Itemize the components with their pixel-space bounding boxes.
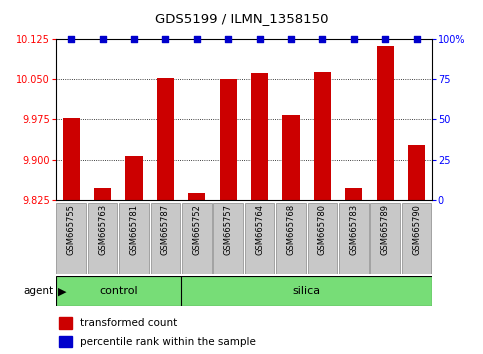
Text: transformed count: transformed count (80, 318, 177, 328)
Point (350, 36, 357, 42)
Text: GSM665768: GSM665768 (286, 204, 296, 255)
Point (412, 36, 420, 42)
Point (287, 36, 295, 42)
FancyBboxPatch shape (245, 202, 274, 274)
Bar (283, 115, 299, 200)
Point (99, 36, 107, 42)
Text: GSM665763: GSM665763 (98, 204, 107, 255)
Point (319, 36, 327, 42)
Text: GSM665752: GSM665752 (192, 204, 201, 255)
Bar (188, 193, 205, 200)
Bar (63, 118, 80, 200)
Text: control: control (99, 286, 138, 296)
Text: GSM665787: GSM665787 (161, 204, 170, 255)
FancyBboxPatch shape (56, 276, 432, 306)
Text: GSM665780: GSM665780 (318, 204, 327, 255)
Bar (59, 336, 72, 347)
Text: ▶: ▶ (58, 286, 67, 296)
Bar (220, 79, 237, 200)
FancyBboxPatch shape (370, 202, 400, 274)
Text: percentile rank within the sample: percentile rank within the sample (80, 337, 256, 347)
Point (193, 36, 201, 42)
FancyBboxPatch shape (213, 202, 243, 274)
Text: GSM665790: GSM665790 (412, 204, 421, 255)
FancyBboxPatch shape (339, 202, 369, 274)
Text: GSM665764: GSM665764 (255, 204, 264, 255)
FancyBboxPatch shape (88, 202, 117, 274)
Bar (314, 72, 331, 200)
Point (224, 36, 232, 42)
FancyBboxPatch shape (402, 202, 431, 274)
Text: GDS5199 / ILMN_1358150: GDS5199 / ILMN_1358150 (155, 12, 328, 25)
FancyBboxPatch shape (182, 202, 212, 274)
Text: agent: agent (23, 286, 53, 296)
Bar (251, 73, 268, 200)
Text: GSM665757: GSM665757 (224, 204, 233, 255)
FancyBboxPatch shape (151, 202, 180, 274)
Bar (126, 156, 142, 200)
Text: GSM665789: GSM665789 (381, 204, 390, 255)
Bar (157, 78, 174, 200)
Text: GSM665783: GSM665783 (349, 204, 358, 255)
Bar (408, 145, 425, 200)
Point (382, 36, 389, 42)
Bar (377, 46, 394, 200)
Bar (94, 188, 111, 200)
Text: GSM665781: GSM665781 (129, 204, 139, 255)
FancyBboxPatch shape (276, 202, 306, 274)
Point (68, 36, 75, 42)
Text: GSM665755: GSM665755 (67, 204, 76, 255)
Bar (345, 188, 362, 200)
Point (256, 36, 264, 42)
FancyBboxPatch shape (57, 202, 86, 274)
Text: silica: silica (293, 286, 321, 296)
Point (130, 36, 138, 42)
FancyBboxPatch shape (308, 202, 337, 274)
Point (161, 36, 170, 42)
Bar (59, 317, 72, 329)
FancyBboxPatch shape (119, 202, 149, 274)
